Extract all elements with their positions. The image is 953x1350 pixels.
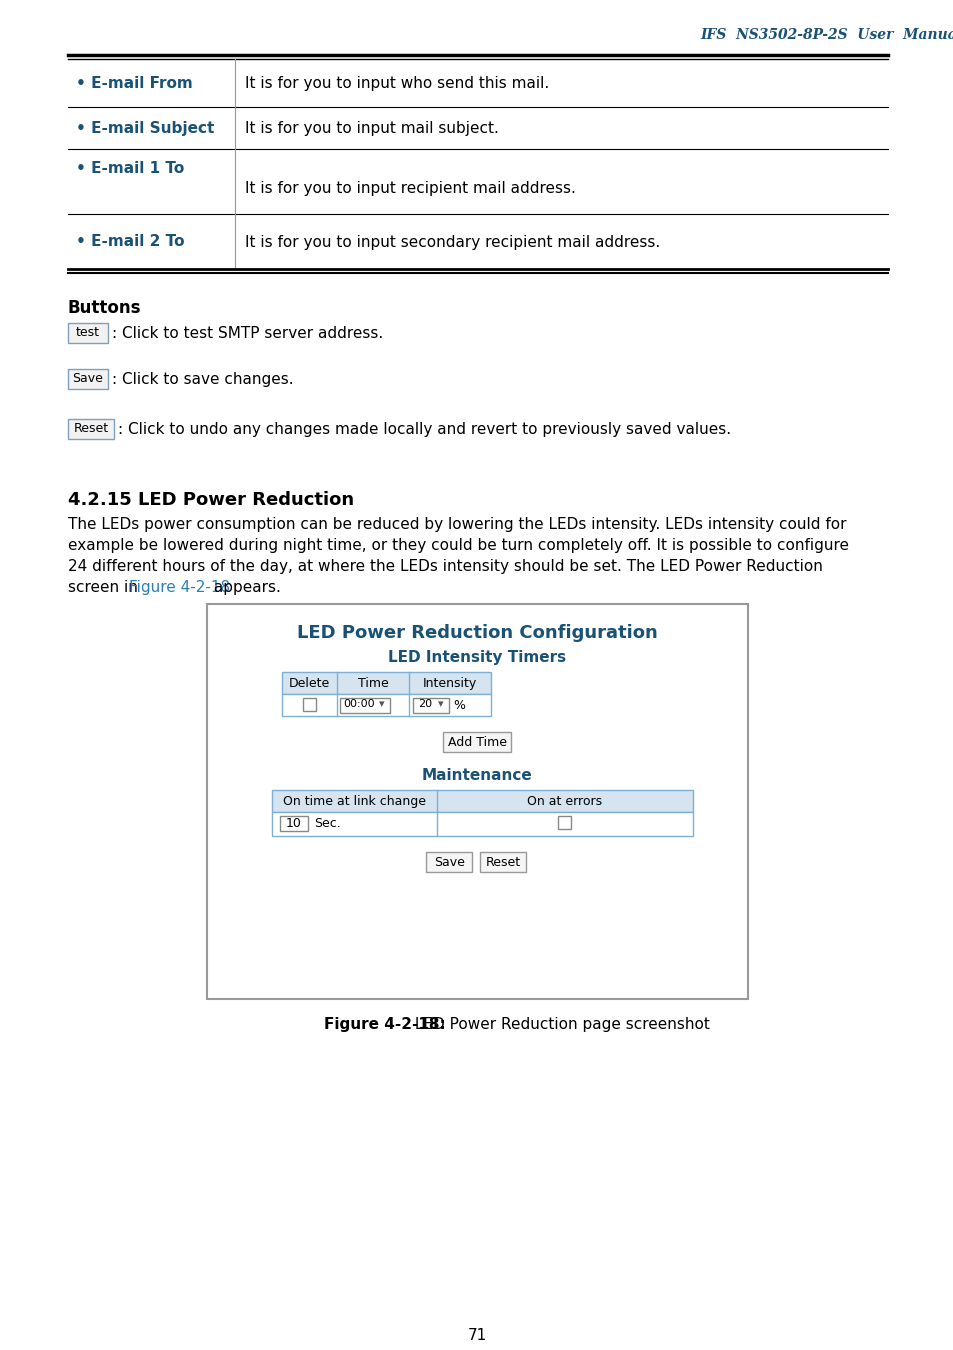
Text: It is for you to input secondary recipient mail address.: It is for you to input secondary recipie…: [245, 235, 659, 250]
Text: Intensity: Intensity: [422, 676, 476, 690]
Bar: [280, 815, 308, 832]
Text: The LEDs power consumption can be reduced by lowering the LEDs intensity. LEDs i: The LEDs power consumption can be reduce…: [68, 517, 845, 532]
Text: Maintenance: Maintenance: [421, 768, 533, 783]
Text: Delete: Delete: [289, 676, 330, 690]
Text: : Click to undo any changes made locally and revert to previously saved values.: : Click to undo any changes made locally…: [118, 423, 730, 437]
Text: • E-mail 2 To: • E-mail 2 To: [76, 235, 184, 250]
Text: It is for you to input mail subject.: It is for you to input mail subject.: [245, 122, 498, 136]
Text: • E-mail 1 To: • E-mail 1 To: [76, 161, 184, 176]
Text: 4.2.15 LED Power Reduction: 4.2.15 LED Power Reduction: [68, 491, 354, 509]
Bar: [426, 852, 472, 872]
Text: ▾: ▾: [378, 699, 384, 709]
Text: ▾: ▾: [437, 699, 443, 709]
Text: 71: 71: [467, 1328, 486, 1343]
Text: Reset: Reset: [73, 423, 109, 435]
Text: • E-mail From: • E-mail From: [76, 76, 193, 90]
Text: test: test: [76, 325, 100, 339]
Text: Save: Save: [434, 856, 464, 869]
Bar: [480, 852, 526, 872]
Text: Figure 4-2-18: Figure 4-2-18: [130, 580, 231, 595]
Bar: [272, 790, 692, 811]
Bar: [558, 815, 571, 829]
Text: Save: Save: [72, 373, 103, 385]
Text: On at errors: On at errors: [527, 795, 602, 809]
Text: appears.: appears.: [210, 580, 281, 595]
Text: Sec.: Sec.: [314, 817, 340, 830]
Text: 00:00: 00:00: [343, 699, 375, 709]
Bar: [339, 698, 390, 713]
Text: On time at link change: On time at link change: [283, 795, 426, 809]
Text: Time: Time: [357, 676, 388, 690]
Bar: [68, 323, 108, 343]
Bar: [282, 694, 491, 716]
Text: %: %: [453, 699, 464, 711]
Text: LED Intensity Timers: LED Intensity Timers: [388, 649, 566, 666]
Text: 20: 20: [417, 699, 432, 709]
Text: : Click to save changes.: : Click to save changes.: [112, 373, 294, 387]
Bar: [68, 369, 108, 389]
Bar: [272, 811, 692, 836]
Text: screen in: screen in: [68, 580, 143, 595]
Text: Add Time: Add Time: [448, 736, 506, 749]
Text: Figure 4-2-18:: Figure 4-2-18:: [323, 1017, 445, 1031]
Text: It is for you to input recipient mail address.: It is for you to input recipient mail ad…: [245, 181, 576, 196]
Text: : Click to test SMTP server address.: : Click to test SMTP server address.: [112, 325, 383, 342]
Text: IFS  NS3502-8P-2S  User  Manual: IFS NS3502-8P-2S User Manual: [700, 28, 953, 42]
Bar: [303, 698, 315, 711]
Text: It is for you to input who send this mail.: It is for you to input who send this mai…: [245, 76, 549, 90]
Text: Buttons: Buttons: [68, 298, 141, 317]
Bar: [413, 698, 449, 713]
Text: LED Power Reduction page screenshot: LED Power Reduction page screenshot: [410, 1017, 709, 1031]
Text: example be lowered during night time, or they could be turn completely off. It i: example be lowered during night time, or…: [68, 539, 848, 553]
Text: 10: 10: [286, 817, 301, 830]
Text: LED Power Reduction Configuration: LED Power Reduction Configuration: [296, 624, 658, 643]
Text: • E-mail Subject: • E-mail Subject: [76, 122, 214, 136]
Text: 24 different hours of the day, at where the LEDs intensity should be set. The LE: 24 different hours of the day, at where …: [68, 559, 822, 574]
Text: Reset: Reset: [485, 856, 520, 869]
Bar: [207, 603, 747, 999]
Bar: [443, 732, 511, 752]
Bar: [282, 672, 491, 694]
Bar: [68, 418, 113, 439]
